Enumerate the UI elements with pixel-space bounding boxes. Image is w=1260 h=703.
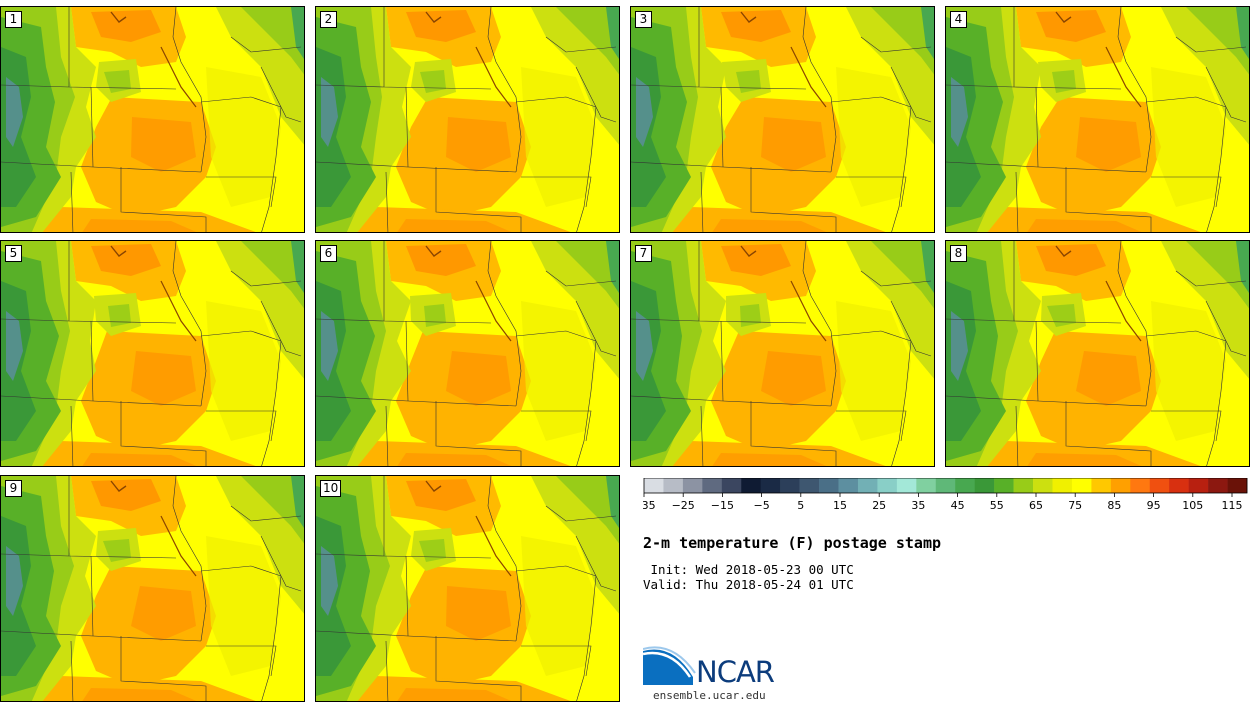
colorbar-tick-label: 45 (951, 499, 965, 512)
colorbar-swatch (780, 478, 800, 493)
member-number-badge: 2 (320, 11, 337, 28)
member-map-panel: 4 (945, 6, 1250, 233)
member-number-badge: 8 (950, 245, 967, 262)
member-number-badge: 7 (635, 245, 652, 262)
ncar-logo-text: NCAR (696, 655, 775, 689)
colorbar-tick-label: 15 (833, 499, 847, 512)
member-number-badge: 4 (950, 11, 967, 28)
colorbar-swatch (1033, 478, 1053, 493)
member-map-panel: 3 (630, 6, 935, 233)
member-map-panel: 9 (0, 475, 305, 702)
colorbar-swatch (955, 478, 975, 493)
colorbar-swatch (838, 478, 859, 493)
colorbar-tick-label: 25 (872, 499, 886, 512)
member-number-badge: 1 (5, 11, 22, 28)
colorbar-tick-label: 95 (1147, 499, 1161, 512)
colorbar-swatch (1013, 478, 1034, 493)
member-map-panel: 8 (945, 240, 1250, 467)
colorbar-swatch (877, 478, 898, 493)
member-map-panel: 5 (0, 240, 305, 467)
colorbar-swatch (1188, 478, 1209, 493)
colorbar-tick-label: 35 (911, 499, 925, 512)
colorbar-swatch (935, 478, 956, 493)
colorbar-swatch (1091, 478, 1112, 493)
colorbar-tick-label: 55 (990, 499, 1004, 512)
colorbar-swatch (819, 478, 839, 493)
ncar-logo-icon (643, 646, 696, 685)
colorbar-swatch (721, 478, 742, 493)
colorbar-swatch (974, 478, 995, 493)
colorbar-swatch (896, 478, 917, 493)
temperature-colorbar: −35 −25 −15 −5 5 15 25 35 45 55 65 75 85 95 105 115 (643, 478, 1248, 512)
member-map-panel: 7 (630, 240, 935, 467)
colorbar-swatch (1208, 478, 1228, 493)
colorbar-swatch (799, 478, 820, 493)
colorbar-swatch (1227, 478, 1248, 493)
colorbar-tick-label: −35 (643, 499, 656, 512)
colorbar-tick-label: 75 (1068, 499, 1082, 512)
colorbar-tick-label: 5 (797, 499, 804, 512)
valid-time: Valid: Thu 2018-05-24 01 UTC (643, 577, 854, 592)
colorbar-swatch (682, 478, 703, 493)
member-number-badge: 10 (320, 480, 342, 497)
colorbar-swatch (760, 478, 781, 493)
member-number-badge: 3 (635, 11, 652, 28)
colorbar-swatch (1149, 478, 1170, 493)
member-map-panel: 2 (315, 6, 620, 233)
member-number-badge: 5 (5, 245, 22, 262)
colorbar-swatch (702, 478, 723, 493)
colorbar-tick-label: −25 (672, 499, 695, 512)
colorbar-swatch (1110, 478, 1131, 493)
colorbar-swatch (741, 478, 762, 493)
colorbar-tick-label: 85 (1107, 499, 1121, 512)
colorbar-swatch (663, 478, 684, 493)
colorbar-tick-label: 115 (1222, 499, 1243, 512)
colorbar-swatch (1130, 478, 1151, 493)
colorbar-swatch (994, 478, 1014, 493)
colorbar-swatch (1071, 478, 1092, 493)
colorbar-tick-label: −15 (711, 499, 734, 512)
init-time: Init: Wed 2018-05-23 00 UTC (643, 562, 854, 577)
figure-title: 2-m temperature (F) postage stamp (643, 534, 942, 552)
member-map-panel: 10 (315, 475, 620, 702)
colorbar-tick-label: 65 (1029, 499, 1043, 512)
member-map-panel: 6 (315, 240, 620, 467)
colorbar-swatch (1169, 478, 1189, 493)
member-number-badge: 6 (320, 245, 337, 262)
member-number-badge: 9 (5, 480, 22, 497)
member-map-panel: 1 (0, 6, 305, 233)
colorbar-tick-label: −5 (753, 499, 769, 512)
colorbar-swatch (644, 478, 664, 493)
ensemble-url: ensemble.ucar.edu (653, 689, 766, 702)
colorbar-swatch (916, 478, 937, 493)
colorbar-tick-label: 105 (1182, 499, 1203, 512)
colorbar-swatch (857, 478, 878, 493)
colorbar-swatch (1052, 478, 1073, 493)
